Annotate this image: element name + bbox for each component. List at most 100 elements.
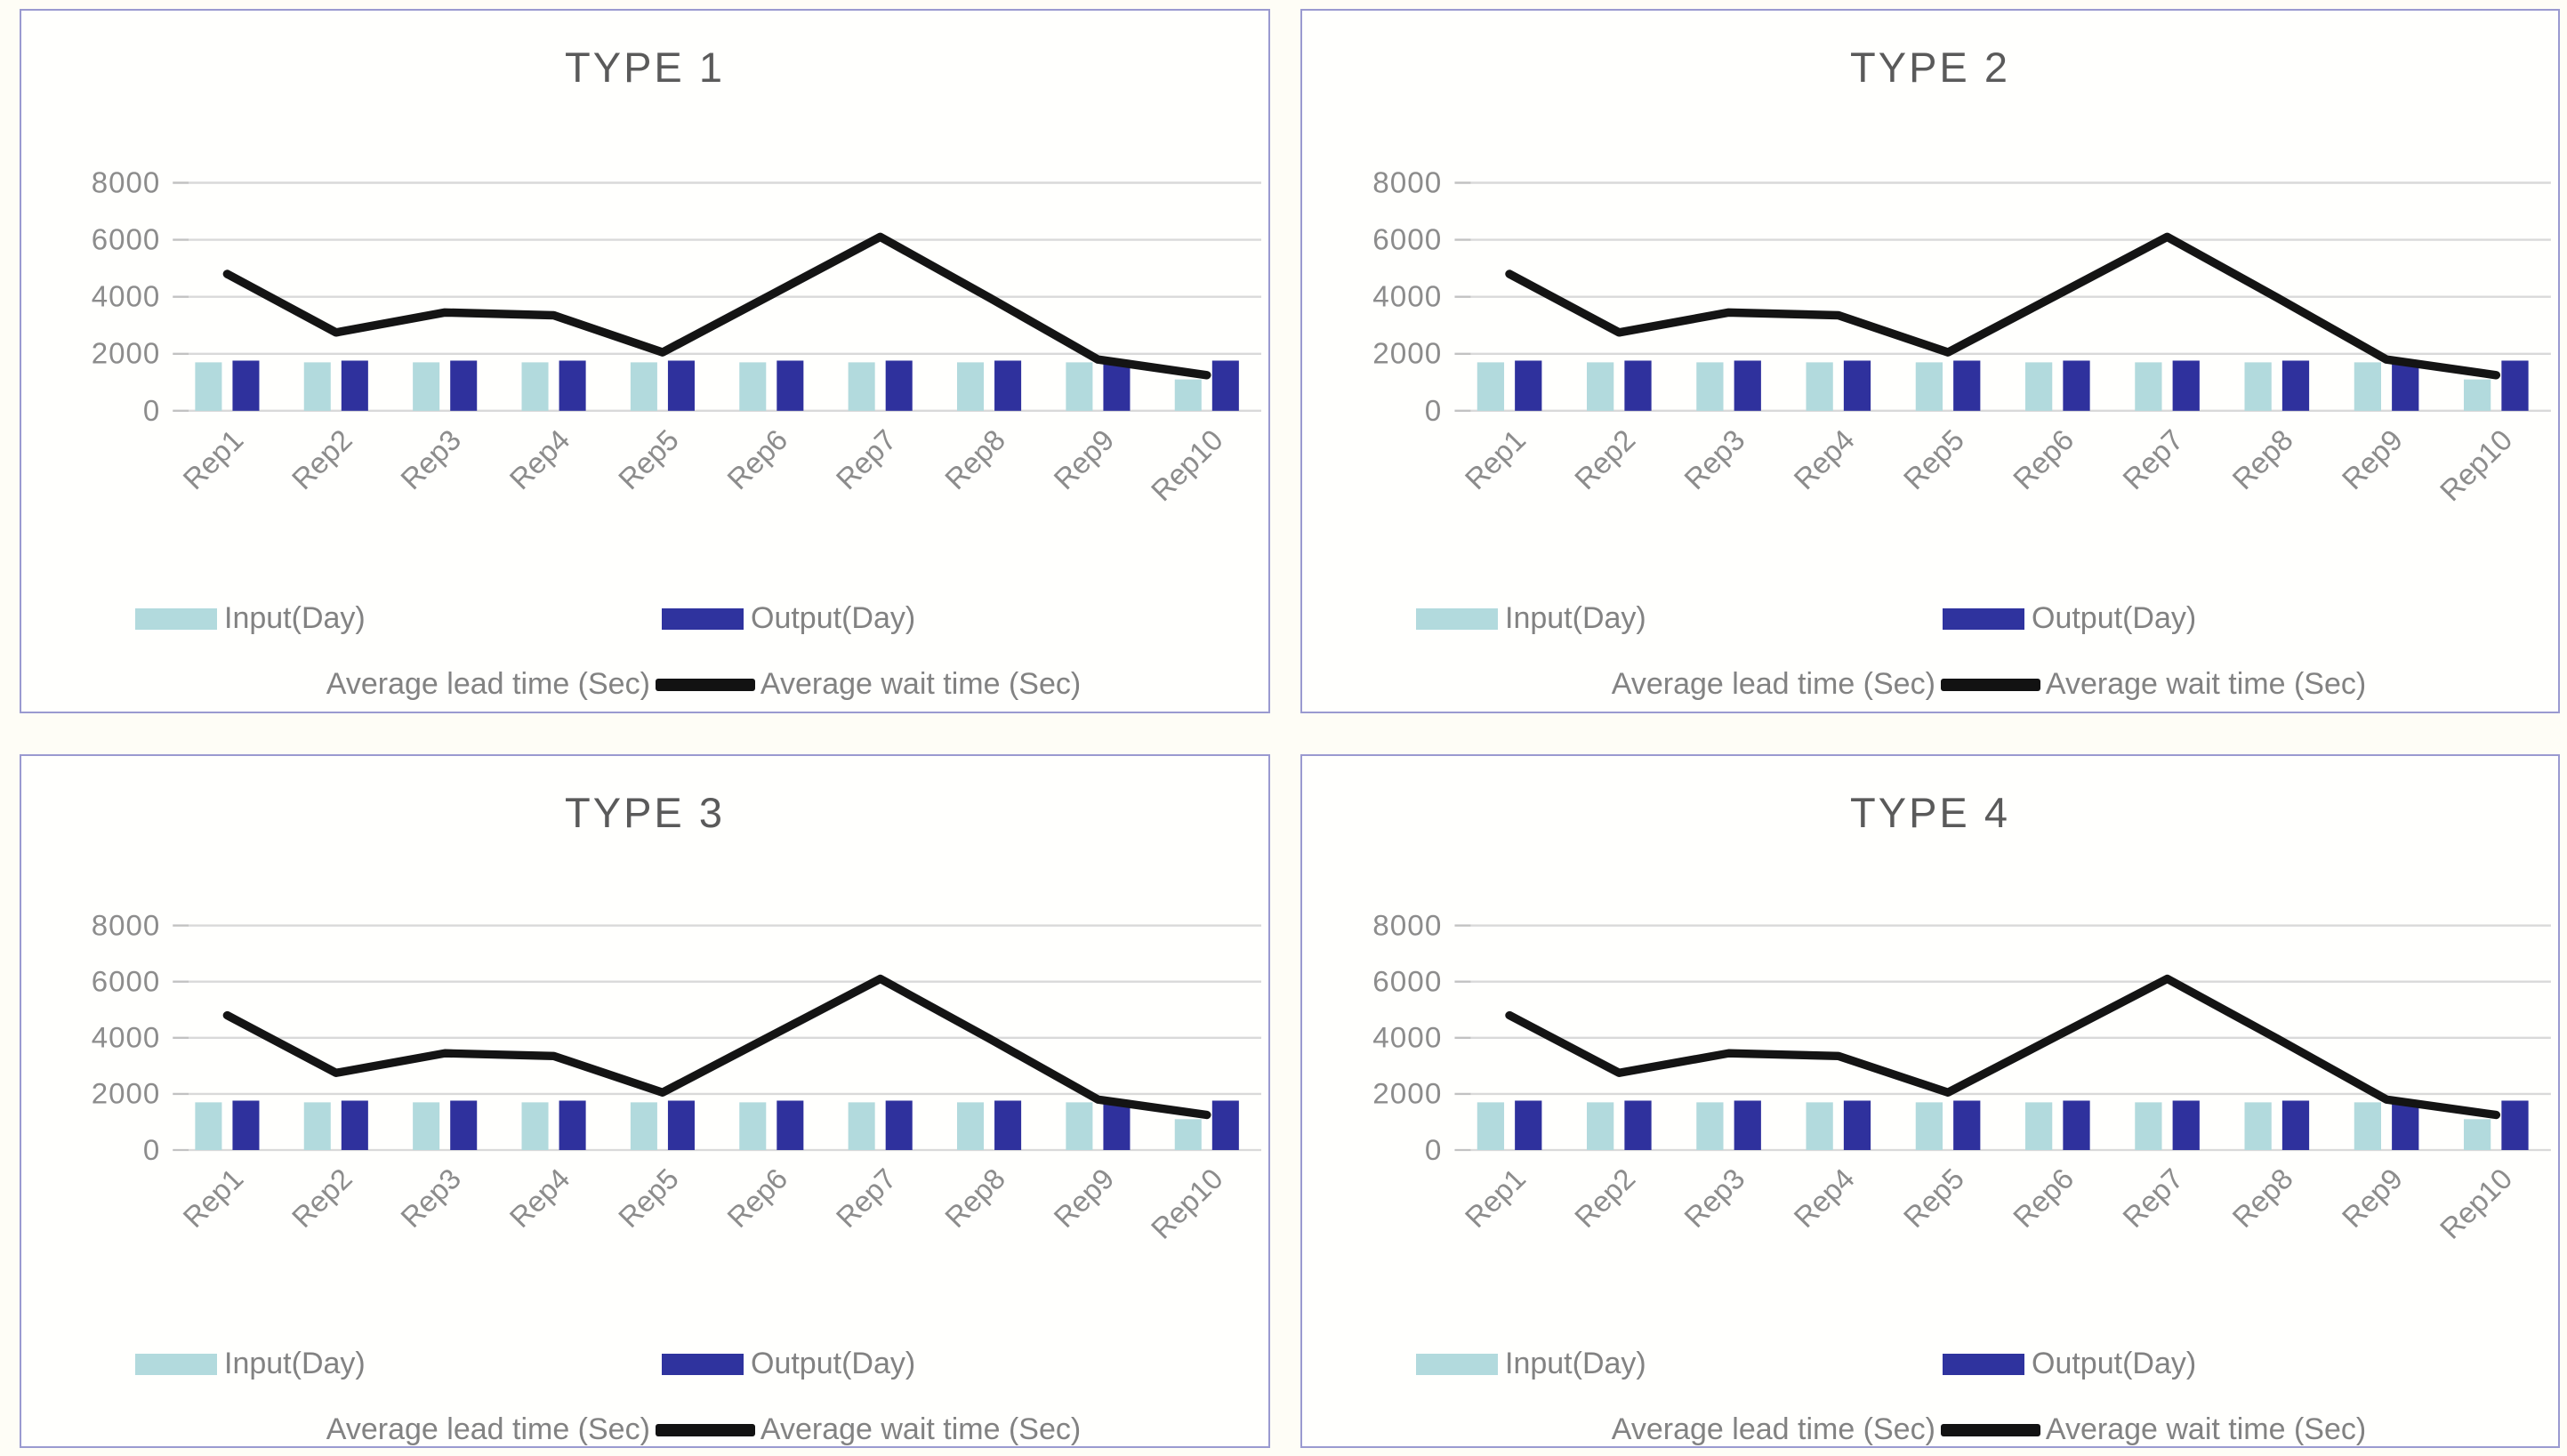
output-bar (2172, 1100, 2200, 1151)
output-bar (885, 360, 913, 411)
output-bar (450, 1100, 478, 1151)
x-tick-label: Rep8 (2226, 423, 2300, 496)
wait-time-line (222, 974, 1211, 1120)
x-tick-label: Rep5 (612, 1162, 685, 1234)
input-bar (1696, 1102, 1724, 1151)
chart-title: TYPE 2 (1850, 44, 2010, 91)
x-tick-label: Rep1 (176, 423, 249, 496)
input-bar (2025, 1102, 2053, 1151)
output-bar (232, 360, 260, 411)
x-tick-label: Rep9 (1047, 423, 1120, 496)
x-tick-label: Rep7 (829, 1162, 902, 1234)
output-bar (2392, 360, 2419, 411)
output-bar (1734, 360, 1761, 411)
output-bar (341, 1100, 368, 1151)
wait-time-line (222, 232, 1211, 380)
output-bar (232, 1100, 260, 1151)
y-tick-label: 8000 (92, 909, 161, 942)
x-tick-label: Rep10 (1145, 423, 1229, 508)
input-bar (1915, 1102, 1943, 1151)
x-tick-label: Rep4 (503, 423, 575, 496)
input-bar (2135, 1102, 2162, 1151)
x-tick-label: Rep2 (1569, 423, 1643, 496)
y-tick-label: 6000 (1372, 224, 1442, 257)
input-bar (1174, 379, 1202, 411)
x-tick-label: Rep3 (394, 423, 467, 496)
chart-title: TYPE 4 (1850, 789, 2010, 836)
input-bar (1174, 1119, 1202, 1151)
input-bar (1477, 362, 1505, 411)
output-bar (1103, 360, 1131, 411)
input-bar (1915, 362, 1943, 411)
x-tick-label: Rep9 (2335, 1162, 2409, 1234)
output-bar (559, 360, 586, 411)
input-bar (957, 1102, 985, 1151)
output-bar (2063, 360, 2090, 411)
y-tick-label: 2000 (92, 337, 160, 370)
output-bar (994, 1100, 1022, 1151)
x-tick-label: Rep5 (1897, 423, 1971, 496)
input-bar (630, 362, 657, 411)
input-bar (2135, 362, 2162, 411)
chart-title: TYPE 3 (565, 789, 725, 836)
input-bar (1477, 1102, 1505, 1151)
x-tick-label: Rep5 (1896, 1162, 1970, 1234)
x-tick-label: Rep3 (1678, 423, 1752, 496)
output-bar (2281, 360, 2310, 411)
x-tick-label: Rep8 (2225, 1162, 2299, 1234)
x-tick-label: Rep10 (2434, 423, 2520, 508)
x-tick-label: Rep5 (612, 423, 685, 496)
output-bar (885, 1100, 913, 1151)
output-bar (1624, 1100, 1652, 1151)
y-tick-label: 8000 (1372, 167, 1442, 200)
y-tick-label: 8000 (92, 166, 160, 199)
y-tick-label: 2000 (92, 1077, 161, 1110)
output-bar (2063, 1100, 2090, 1151)
output-bar (2172, 360, 2200, 411)
x-tick-label: Rep4 (1788, 423, 1862, 496)
output-bar (1843, 1100, 1871, 1151)
input-bar (1806, 1102, 1833, 1151)
input-bar (1066, 1102, 1093, 1151)
input-bar (2025, 362, 2053, 411)
x-tick-label: Rep9 (2336, 423, 2410, 496)
chart-title: TYPE 1 (565, 44, 725, 91)
input-bar (303, 1102, 331, 1151)
chart-panel-type-4: 0 2000 4000 6000 8000 Rep1 Rep2 Rep3 Rep4 Rep5 Rep… (1300, 754, 2560, 1448)
output-bar (1953, 1100, 1981, 1151)
x-tick-label: Rep3 (394, 1162, 467, 1234)
x-tick-label: Rep6 (2007, 1162, 2080, 1234)
y-tick-label: 0 (143, 394, 160, 427)
output-bar (1103, 1100, 1131, 1151)
x-tick-label: Rep1 (1459, 423, 1533, 496)
chart-panel-type-3: 0 2000 4000 6000 8000 Rep1 Rep2 Rep3 Rep4 Rep5 Rep… (20, 754, 1270, 1448)
input-bar (2354, 362, 2382, 411)
x-tick-label: Rep4 (1787, 1162, 1861, 1234)
output-bar (667, 360, 695, 411)
x-tick-label: Rep1 (176, 1162, 249, 1234)
combo-chart-plot: 0 2000 4000 6000 8000 Rep1 Rep2 Rep3 Rep4 Rep5 Rep… (1372, 167, 2551, 508)
output-bar (777, 360, 804, 411)
input-bar (1066, 362, 1093, 411)
y-tick-label: 6000 (92, 965, 161, 998)
combo-chart-plot: 0 2000 4000 6000 8000 Rep1 Rep2 Rep3 Rep4 Rep5 Rep… (92, 909, 1261, 1245)
output-bar (2392, 1100, 2419, 1151)
output-bar (994, 360, 1022, 411)
input-bar (521, 1102, 549, 1151)
combo-chart-plot: 0 2000 4000 6000 8000 Rep1 Rep2 Rep3 Rep4 Rep5 Rep… (92, 166, 1261, 508)
y-tick-label: 2000 (1372, 338, 1442, 371)
input-bar (1587, 362, 1614, 411)
input-bar (2354, 1102, 2382, 1151)
x-tick-label: Rep6 (720, 423, 793, 496)
input-bar (195, 362, 222, 411)
x-tick-label: Rep3 (1678, 1162, 1751, 1234)
input-bar (303, 362, 331, 411)
x-tick-label: Rep2 (286, 1162, 358, 1234)
input-bar (521, 362, 549, 411)
x-tick-label: Rep1 (1459, 1162, 1533, 1234)
y-tick-label: 6000 (92, 223, 160, 256)
output-bar (1515, 1100, 1542, 1151)
x-tick-label: Rep10 (2434, 1162, 2519, 1244)
y-tick-label: 2000 (1372, 1077, 1442, 1110)
input-bar (2244, 362, 2272, 411)
